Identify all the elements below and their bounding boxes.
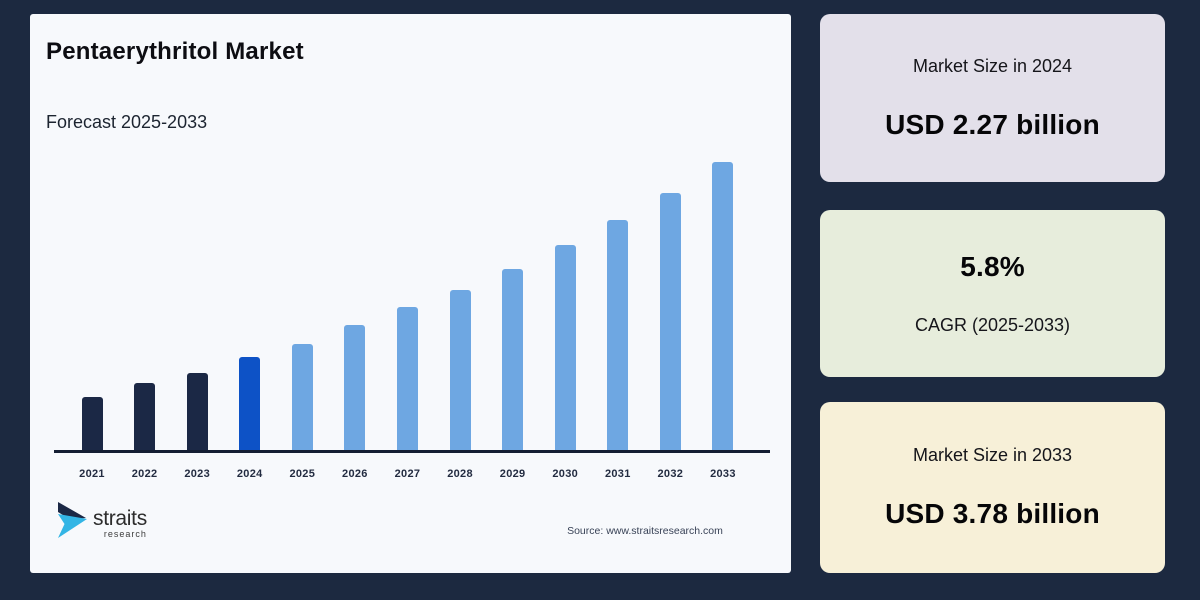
bar-2027	[396, 307, 418, 450]
bar-2032	[659, 193, 681, 450]
bar-2033	[712, 162, 734, 450]
bar-slot-2031	[592, 220, 644, 450]
stat-market-size-2024-label: Market Size in 2024	[912, 55, 1073, 76]
stat-card-market-size-2033: Market Size in 2033 USD 3.78 billion	[820, 402, 1165, 573]
bar-slot-2024	[224, 357, 276, 450]
x-tick-2032: 2032	[657, 468, 684, 480]
stat-cagr-2025-2033-label: CAGR (2025-2033)	[914, 315, 1071, 335]
x-tick-2027: 2027	[394, 468, 421, 480]
stat-card-market-size-2024: Market Size in 2024 USD 2.27 billion	[820, 14, 1165, 182]
x-tick-2022: 2022	[131, 468, 158, 480]
page-subtitle: Forecast 2025-2033	[46, 112, 208, 132]
bar-2030	[554, 245, 576, 450]
x-tick-2033: 2033	[710, 468, 736, 480]
stat-card-cagr-2025-2033: 5.8% CAGR (2025-2033)	[820, 210, 1165, 377]
bar-slot-2025	[276, 344, 328, 450]
x-tick-2023: 2023	[184, 468, 210, 480]
bar-slot-2033	[697, 162, 749, 450]
straits-research-logo: straits research	[58, 502, 147, 545]
bar-slot-2030	[539, 245, 591, 450]
stat-cagr-2025-2033-value: 5.8%	[960, 251, 1025, 282]
straits-arrow-icon	[58, 502, 88, 545]
chart-panel: Pentaerythritol Market Forecast 2025-203…	[30, 14, 791, 573]
logo-wordmark: straits research	[93, 508, 147, 541]
stats-panel: Market Size in 2024 USD 2.27 billion 5.8% C…	[820, 0, 1165, 600]
bar-slot-2028	[434, 290, 486, 450]
bar-2025	[291, 344, 313, 450]
bar-slot-2023	[171, 373, 223, 450]
bar-2026	[344, 325, 366, 450]
bar-2031	[607, 220, 629, 450]
source-attribution: Source: www.straitsresearch.com	[567, 525, 723, 537]
bar-2024	[239, 357, 261, 450]
logo-word: straits	[93, 507, 147, 530]
x-tick-2021: 2021	[79, 468, 105, 480]
bar-slot-2022	[119, 383, 171, 450]
bar-slot-2032	[644, 193, 696, 450]
bar-slot-2029	[487, 269, 539, 450]
bar-slot-2026	[329, 325, 381, 450]
x-axis-line	[54, 450, 770, 453]
bar-slot-2027	[381, 307, 433, 450]
stat-market-size-2033-label: Market Size in 2033	[912, 445, 1073, 465]
x-tick-2030: 2030	[552, 468, 579, 480]
stat-market-size-2033-value: USD 3.78 billion	[885, 498, 1100, 529]
x-tick-2031: 2031	[604, 468, 631, 480]
logo-subword: research	[103, 529, 147, 539]
x-tick-2028: 2028	[447, 468, 473, 480]
bar-2028	[449, 290, 471, 450]
bar-chart: 2021 2022 2023 2024 2025 2026 2027 2028 2029 2030…	[54, 150, 770, 480]
x-tick-2025: 2025	[289, 468, 316, 480]
bar-chart-bars	[66, 162, 749, 450]
page-title: Pentaerythritol Market	[46, 38, 304, 65]
x-tick-2026: 2026	[342, 468, 368, 480]
x-tick-2029: 2029	[499, 468, 526, 480]
stat-market-size-2024-value: USD 2.27 billion	[885, 108, 1100, 140]
bar-2023	[186, 373, 208, 450]
bar-2029	[502, 269, 524, 450]
bar-2021	[81, 397, 103, 450]
bar-2022	[134, 383, 156, 450]
bar-slot-2021	[66, 397, 118, 450]
x-axis-labels: 2021 2022 2023 2024 2025 2026 2027 2028 2029 2030…	[66, 468, 749, 480]
x-tick-2024: 2024	[236, 468, 263, 480]
